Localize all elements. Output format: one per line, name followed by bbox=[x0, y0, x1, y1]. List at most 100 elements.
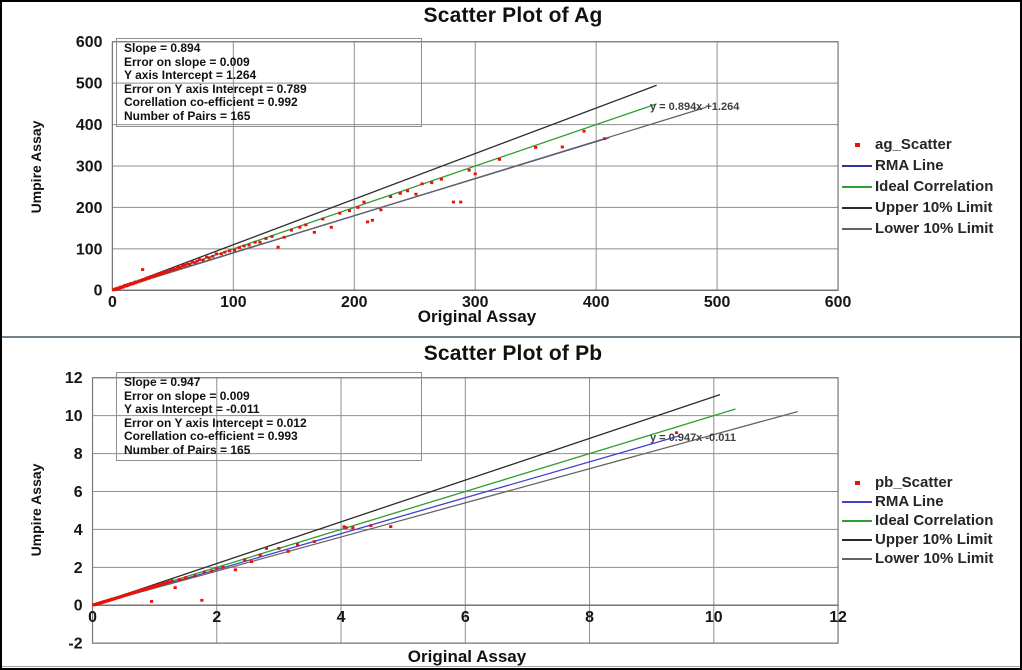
pb-lower-10-limit bbox=[92, 410, 798, 606]
legend-label: Ideal Correlation bbox=[875, 512, 994, 529]
svg-text:0: 0 bbox=[94, 283, 103, 300]
pb-legend-item-lower: Lower 10% Limit bbox=[842, 549, 1020, 568]
ag-stat-correlation: Corellation co-efficient = 0.992 bbox=[124, 95, 298, 109]
pb-stat-pairs: Number of Pairs = 165 bbox=[124, 442, 251, 457]
legend-label: RMA Line bbox=[875, 493, 944, 510]
svg-text:600: 600 bbox=[76, 34, 103, 51]
pb-legend: pb_Scatter RMA Line Ideal Correlation Up… bbox=[842, 473, 1020, 568]
legend-label: Ideal Correlation bbox=[875, 178, 994, 195]
svg-text:0: 0 bbox=[108, 294, 117, 311]
pb-stat-slope-error: Error on slope = 0.009 bbox=[124, 388, 250, 403]
pb-x-tick-labels: 0 2 4 6 8 10 12 bbox=[88, 609, 847, 626]
svg-text:200: 200 bbox=[341, 294, 368, 311]
svg-text:0: 0 bbox=[88, 609, 97, 626]
legend-label: Lower 10% Limit bbox=[875, 550, 994, 567]
ag-legend-item-lower: Lower 10% Limit bbox=[842, 218, 1020, 239]
ideal-line-marker-icon bbox=[842, 519, 872, 522]
pb-legend-item-rma: RMA Line bbox=[842, 492, 1020, 511]
ag-legend: ag_Scatter RMA Line Ideal Correlation Up… bbox=[842, 134, 1020, 239]
ag-legend-item-ideal: Ideal Correlation bbox=[842, 176, 1020, 197]
scatter-dot-marker-icon bbox=[842, 480, 872, 485]
svg-text:10: 10 bbox=[65, 408, 83, 425]
ag-upper-10-limit bbox=[112, 84, 657, 291]
svg-text:100: 100 bbox=[76, 241, 103, 258]
ag-legend-item-scatter: ag_Scatter bbox=[842, 134, 1020, 155]
scatter-dot-marker-icon bbox=[842, 142, 872, 147]
pb-legend-item-scatter: pb_Scatter bbox=[842, 473, 1020, 492]
legend-label: Upper 10% Limit bbox=[875, 531, 993, 548]
pb-stat-correlation: Corellation co-efficient = 0.993 bbox=[124, 429, 298, 443]
pb-chart-title: Scatter Plot of Pb bbox=[423, 342, 603, 365]
ag-stat-slope: Slope = 0.894 bbox=[124, 41, 201, 55]
ag-equation-annotation: y = 0.894x +1.264 bbox=[650, 101, 740, 113]
ag-y-tick-labels: 0 100 200 300 400 500 600 bbox=[76, 34, 103, 300]
svg-text:12: 12 bbox=[829, 609, 847, 626]
pb-stat-slope: Slope = 0.947 bbox=[124, 375, 201, 389]
svg-text:300: 300 bbox=[76, 158, 103, 175]
pb-upper-10-limit bbox=[92, 394, 721, 606]
ag-x-tick-labels: 0 100 200 300 400 500 600 bbox=[108, 294, 851, 311]
pb-y-axis-label: Umpire Assay bbox=[28, 463, 44, 557]
pb-scatter-points bbox=[92, 431, 679, 607]
pb-plot-border bbox=[91, 377, 839, 644]
pb-stat-intercept-error: Error on Y axis Intercept = 0.012 bbox=[124, 415, 307, 430]
pb-equation-annotation: y = 0.947x -0.011 bbox=[650, 432, 736, 444]
rma-line-marker-icon bbox=[842, 164, 872, 167]
ag-stat-intercept-error: Error on Y axis Intercept = 0.789 bbox=[124, 81, 307, 96]
svg-text:4: 4 bbox=[337, 609, 346, 626]
pb-legend-item-ideal: Ideal Correlation bbox=[842, 511, 1020, 530]
ag-stat-intercept: Y axis Intercept = 1.264 bbox=[124, 68, 257, 82]
svg-text:400: 400 bbox=[583, 294, 610, 311]
ag-chart-title: Scatter Plot of Ag bbox=[423, 4, 603, 27]
ag-stat-pairs: Number of Pairs = 165 bbox=[124, 108, 251, 123]
bottom-panel-edge bbox=[2, 666, 1020, 667]
svg-text:400: 400 bbox=[76, 117, 103, 134]
svg-text:6: 6 bbox=[461, 609, 470, 626]
svg-text:500: 500 bbox=[704, 294, 731, 311]
ag-lower-10-limit bbox=[112, 106, 707, 291]
ag-y-axis-label: Umpire Assay bbox=[28, 120, 44, 214]
pb-y-tick-labels: -2 0 2 4 6 8 10 12 bbox=[65, 370, 83, 652]
svg-text:8: 8 bbox=[74, 446, 83, 463]
svg-text:0: 0 bbox=[74, 598, 83, 615]
upper-limit-marker-icon bbox=[842, 206, 872, 209]
rma-line-marker-icon bbox=[842, 500, 872, 503]
legend-label: pb_Scatter bbox=[875, 474, 953, 491]
svg-text:100: 100 bbox=[220, 294, 247, 311]
svg-text:500: 500 bbox=[76, 76, 103, 93]
svg-text:8: 8 bbox=[585, 609, 594, 626]
svg-text:4: 4 bbox=[74, 522, 83, 539]
ag-scatter-points bbox=[112, 129, 607, 292]
upper-limit-marker-icon bbox=[842, 538, 872, 541]
svg-text:300: 300 bbox=[462, 294, 489, 311]
lower-limit-marker-icon bbox=[842, 227, 872, 230]
svg-text:600: 600 bbox=[825, 294, 852, 311]
ideal-line-marker-icon bbox=[842, 185, 872, 188]
legend-label: ag_Scatter bbox=[875, 136, 952, 153]
ag-stat-slope-error: Error on slope = 0.009 bbox=[124, 54, 250, 69]
ag-legend-item-rma: RMA Line bbox=[842, 155, 1020, 176]
lower-limit-marker-icon bbox=[842, 557, 872, 560]
svg-text:200: 200 bbox=[76, 200, 103, 217]
legend-label: Lower 10% Limit bbox=[875, 220, 994, 237]
pb-ideal-correlation bbox=[92, 408, 736, 606]
panel-divider bbox=[2, 336, 1020, 338]
pb-x-axis-label: Original Assay bbox=[407, 647, 527, 666]
ag-x-axis-label: Original Assay bbox=[417, 307, 537, 326]
ag-legend-item-upper: Upper 10% Limit bbox=[842, 197, 1020, 218]
pb-stats-box: Slope = 0.947 Error on slope = 0.009 Y a… bbox=[116, 372, 422, 461]
pb-legend-item-upper: Upper 10% Limit bbox=[842, 530, 1020, 549]
svg-text:2: 2 bbox=[74, 560, 83, 577]
pb-stat-intercept: Y axis Intercept = -0.011 bbox=[124, 402, 260, 416]
legend-label: Upper 10% Limit bbox=[875, 199, 993, 216]
pb-rma-line bbox=[92, 435, 680, 607]
legend-label: RMA Line bbox=[875, 157, 944, 174]
svg-text:2: 2 bbox=[212, 609, 221, 626]
svg-text:6: 6 bbox=[74, 484, 83, 501]
svg-text:10: 10 bbox=[705, 609, 723, 626]
ag-stats-box: Slope = 0.894 Error on slope = 0.009 Y a… bbox=[116, 38, 422, 127]
svg-text:-2: -2 bbox=[68, 636, 82, 653]
svg-text:12: 12 bbox=[65, 370, 83, 387]
